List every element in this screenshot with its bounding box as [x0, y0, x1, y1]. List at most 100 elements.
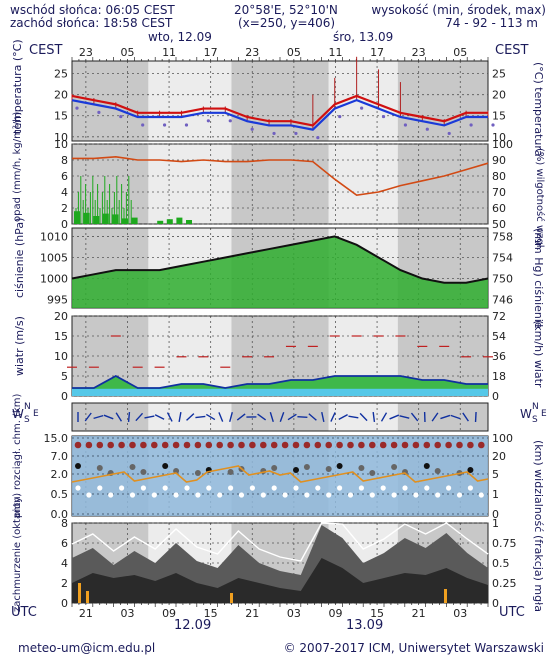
hour-label-bottom: 15: [370, 607, 384, 620]
precip-tick-left: 0: [61, 218, 68, 231]
dewpoint-dot: [228, 119, 232, 123]
dewpoint-dot: [162, 123, 167, 127]
day-label-bottom-12: 12.09: [174, 618, 212, 633]
hour-label-bottom: 21: [412, 607, 426, 620]
cloud-base-dot: [282, 492, 288, 498]
wind-direction-arrow: [450, 414, 461, 420]
cloud-base-dot: [478, 492, 484, 498]
hour-label-bottom: 15: [204, 607, 218, 620]
cloud-cover-low: [72, 558, 488, 603]
wind-direction-arrow: [297, 415, 308, 419]
dir-right-w: W: [520, 407, 532, 421]
humidity-tick-right: 80: [492, 170, 506, 183]
humidity-tick-right: 90: [492, 154, 506, 167]
dir-left-w: W: [12, 407, 24, 421]
wind-direction-arrow: [135, 412, 144, 422]
humidity-tick-right: 60: [492, 202, 506, 215]
cloud-top-dot: [303, 441, 311, 449]
cloud-top-dot: [401, 441, 409, 449]
footer-email[interactable]: meteo-um@icm.edu.pl: [18, 641, 156, 655]
cloud-base-dot: [391, 492, 397, 498]
hour-label-bottom: 21: [79, 607, 93, 620]
cloud-top-dot: [118, 441, 125, 449]
cloud-top-dot: [85, 441, 93, 449]
wind-tick-left: 0: [61, 390, 68, 403]
cloud-mid-dot: [194, 470, 201, 476]
dewpoint-dot: [381, 114, 386, 119]
cloud-top-dot: [281, 441, 289, 449]
wind-tick-right: 0: [492, 390, 499, 403]
cloud-base-dot: [369, 492, 375, 498]
cloudbase-tick-left: 2.0: [51, 468, 69, 481]
wind-direction-arrow: [474, 411, 477, 423]
night-band: [397, 144, 488, 224]
cloud-base-dot: [315, 485, 321, 491]
precip-tick-left: 2: [61, 202, 68, 215]
hour-label-top: 11: [162, 46, 176, 59]
night-band: [231, 144, 329, 224]
temp-mid-line: [71, 98, 488, 131]
cloud-mid-dot: [369, 470, 376, 476]
dewpoint-dot: [250, 127, 254, 131]
visibility-tick-right: 20: [492, 450, 506, 463]
cloudcover-tick-left: 8: [61, 517, 68, 530]
cloud-base-dot: [380, 485, 386, 491]
cloud-base-dot: [402, 485, 408, 491]
night-band: [231, 403, 329, 431]
wind-direction-arrow: [195, 415, 206, 419]
cloud-mid-dot: [75, 463, 81, 469]
wind-direction-arrow: [359, 412, 368, 422]
cloud-mid-dot: [140, 469, 147, 475]
coords-text: 20°58'E, 52°10'N: [234, 3, 338, 17]
cloud-base-dot: [119, 485, 125, 491]
precip-bar: [102, 213, 109, 224]
cloud-top-dot: [325, 441, 333, 449]
cloudbase-bg: [72, 436, 488, 516]
cloud-top-dot: [347, 441, 354, 449]
wind-direction-arrow: [308, 413, 317, 421]
cloudcover-tick-left: 2: [61, 577, 68, 590]
cloudbase-tick-left: 7.0: [51, 450, 69, 463]
fog-bar: [230, 593, 233, 603]
day-label-bottom-13: 13.09: [346, 618, 384, 633]
precip-bar: [157, 220, 164, 224]
day-label-tue: wto, 12.09: [148, 30, 212, 44]
hour-label-top: 23: [79, 46, 93, 59]
cloud-base-dot: [228, 485, 234, 491]
wind-direction-arrow: [321, 411, 325, 423]
humidity-tick-right: 50: [492, 218, 506, 231]
cloud-base-dot: [424, 485, 430, 491]
dir-left-e: E: [33, 409, 39, 419]
fog-tick-right: 1: [492, 517, 499, 530]
dewpoint-dot: [184, 123, 189, 127]
cloud-mid-dot: [303, 464, 310, 470]
wind-direction-arrow: [348, 415, 359, 419]
pressure-tick-right: 750: [492, 273, 513, 286]
panel-frame: [71, 402, 489, 432]
temp-tick-left: 25: [54, 68, 68, 81]
pressure-tick-right: 746: [492, 294, 513, 307]
dir-left-s: S: [24, 415, 30, 425]
dewpoint-dot: [206, 119, 210, 123]
cloud-base-dot: [358, 485, 364, 491]
cloud-top-dot: [183, 441, 191, 449]
wind-calm-band: [72, 388, 488, 396]
visibility-tick-right: 1: [492, 488, 499, 501]
cloud-top-dot: [423, 441, 431, 449]
day-label-wed: śro, 13.09: [333, 30, 394, 44]
hour-label-bottom: 03: [120, 607, 134, 620]
cloud-base-dot: [347, 492, 354, 498]
cloud-top-dot: [412, 441, 420, 449]
panel-frame: [71, 143, 489, 225]
cloud-top-dot: [379, 441, 387, 449]
cloud-top-dot: [270, 441, 278, 449]
wind-tick-left: 5: [61, 370, 68, 383]
cloud-mid-dot: [423, 463, 430, 469]
cloud-mid-dot: [129, 464, 136, 470]
pressure-tick-left: 1000: [40, 273, 68, 286]
cloudcover-tick-left: 6: [61, 537, 68, 550]
fog-bar: [86, 591, 89, 603]
dewpoint-dot: [294, 131, 298, 136]
cloud-mid-dot: [336, 463, 343, 469]
